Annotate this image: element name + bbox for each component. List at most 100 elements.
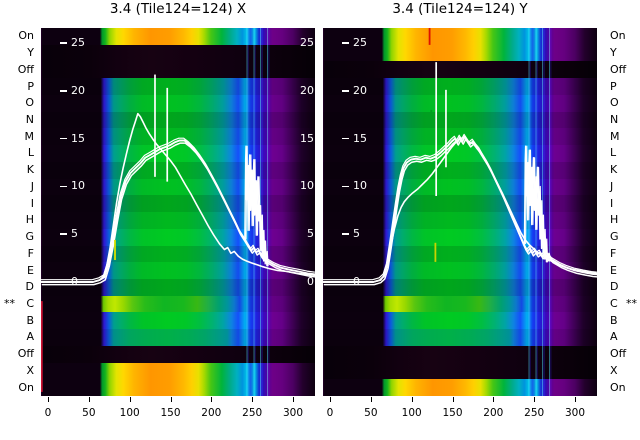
heat-row-C — [323, 295, 597, 313]
row-label-right-L: L — [610, 146, 617, 160]
row-label-right-On: On — [610, 29, 626, 43]
heat-row-Off — [323, 345, 597, 363]
heat-row-Y — [41, 44, 315, 62]
heat-row-P — [323, 78, 597, 95]
x-tick-label: 250 — [242, 407, 263, 419]
row-label-right-X: X — [610, 363, 618, 377]
y-tick-label-right: 15 — [300, 131, 314, 145]
power-trace — [41, 112, 315, 283]
row-label-right-B: B — [610, 313, 618, 327]
heat-row-P — [41, 78, 315, 95]
heat-row-X — [323, 362, 597, 380]
x-tick-label: 100 — [119, 407, 140, 419]
marker-dash — [428, 28, 431, 45]
y-tick-label-left: 5 — [342, 226, 360, 242]
marker-dash — [434, 242, 437, 262]
x-tick-label: 250 — [524, 407, 545, 419]
heat-row-On — [323, 379, 597, 396]
marker-dash — [114, 239, 116, 260]
y-tick-label-left: 15 — [60, 131, 85, 147]
row-label-left-B: B — [26, 313, 34, 327]
y-tick-dash — [342, 185, 349, 188]
row-label-left-D: D — [25, 280, 34, 294]
heatmap-panel-y: 25 20 15 10 5 0 — [323, 28, 597, 396]
x-tick-mark — [48, 397, 49, 402]
y-tick-dash — [342, 90, 349, 92]
y-tick-label-left: 20 — [60, 83, 85, 99]
row-label-left-Off: Off — [17, 62, 34, 76]
row-label-left-C: C — [26, 297, 34, 310]
y-tick-value: 25 — [71, 36, 85, 49]
row-label-left-M: M — [24, 129, 35, 143]
y-tick-label-left: 20 — [342, 83, 367, 99]
x-tick-mark — [252, 397, 254, 402]
row-label-left-I: I — [30, 196, 34, 210]
y-tick-value: 15 — [353, 131, 367, 145]
heat-row-B — [41, 312, 315, 330]
row-label-right-O: O — [610, 96, 619, 110]
x-tick-label: 50 — [364, 407, 378, 419]
y-tick-value: 10 — [71, 179, 85, 193]
y-tick-label-left: 0 — [342, 274, 360, 290]
x-tick-mark — [534, 397, 536, 402]
row-label-left-A: A — [26, 330, 34, 344]
y-tick-dash — [60, 233, 67, 235]
heat-row-C — [41, 295, 315, 313]
x-tick-label: 0 — [326, 407, 334, 419]
row-label-left-L: L — [27, 146, 34, 160]
row-label-left-Off: Off — [17, 347, 34, 361]
row-label-right-On: On — [610, 380, 626, 394]
y-tick-label-left: 10 — [342, 178, 367, 194]
y-tick-value: 15 — [71, 131, 85, 145]
power-trace — [525, 145, 552, 263]
row-label-right-C: C — [610, 297, 618, 310]
y-tick-label-right: 20 — [300, 83, 314, 97]
row-label-right-Off: Off — [610, 62, 627, 76]
heat-row-O — [323, 94, 597, 112]
x-tick-mark — [211, 397, 213, 402]
y-tick-value: 20 — [71, 83, 85, 97]
row-label-right-M: M — [610, 129, 620, 143]
heat-row-B — [323, 312, 597, 330]
x-tick-mark — [330, 397, 331, 402]
row-label-right-P: P — [610, 79, 617, 93]
y-tick-label-left: 15 — [342, 131, 367, 147]
x-tick-label: 300 — [564, 407, 586, 419]
row-label-left-X: X — [26, 363, 34, 377]
x-tick-label: 200 — [201, 407, 222, 419]
power-trace — [323, 133, 597, 281]
x-tick-label: 200 — [483, 407, 504, 419]
y-tick-dash — [60, 137, 67, 140]
row-label-left-N: N — [25, 113, 34, 126]
row-label-left-Y: Y — [27, 46, 34, 60]
heat-row-D — [41, 279, 315, 296]
heat-row-Y — [323, 44, 597, 62]
x-tick-mark — [293, 397, 294, 402]
heat-row-Off — [323, 61, 597, 79]
heat-row-E — [323, 262, 597, 280]
y-tick-value: 5 — [353, 227, 360, 241]
x-tick-mark — [575, 397, 576, 402]
power-trace — [41, 137, 315, 281]
row-label-right-D: D — [610, 280, 619, 294]
y-tick-value: 10 — [353, 179, 367, 193]
y-tick-dash — [60, 42, 67, 44]
row-label-right-E: E — [610, 263, 617, 277]
y-tick-value: 25 — [353, 36, 367, 49]
heat-row-N — [41, 111, 315, 129]
power-trace — [41, 139, 315, 283]
y-tick-dash — [342, 281, 349, 283]
heat-row-Off — [41, 345, 315, 363]
x-tick-label: 50 — [82, 407, 96, 419]
y-tick-value: 20 — [353, 83, 367, 97]
y-tick-dash — [60, 185, 67, 188]
heat-row-On — [41, 379, 315, 396]
row-label-right-J: J — [610, 179, 614, 193]
y-tick-label-left: 0 — [60, 274, 78, 290]
x-tick-mark — [411, 397, 413, 402]
flagged-dipole-marker-right: ** — [626, 297, 637, 310]
row-label-left-K: K — [26, 163, 34, 177]
row-label-right-Off: Off — [610, 347, 627, 361]
y-tick-label-right: 25 — [300, 36, 314, 49]
